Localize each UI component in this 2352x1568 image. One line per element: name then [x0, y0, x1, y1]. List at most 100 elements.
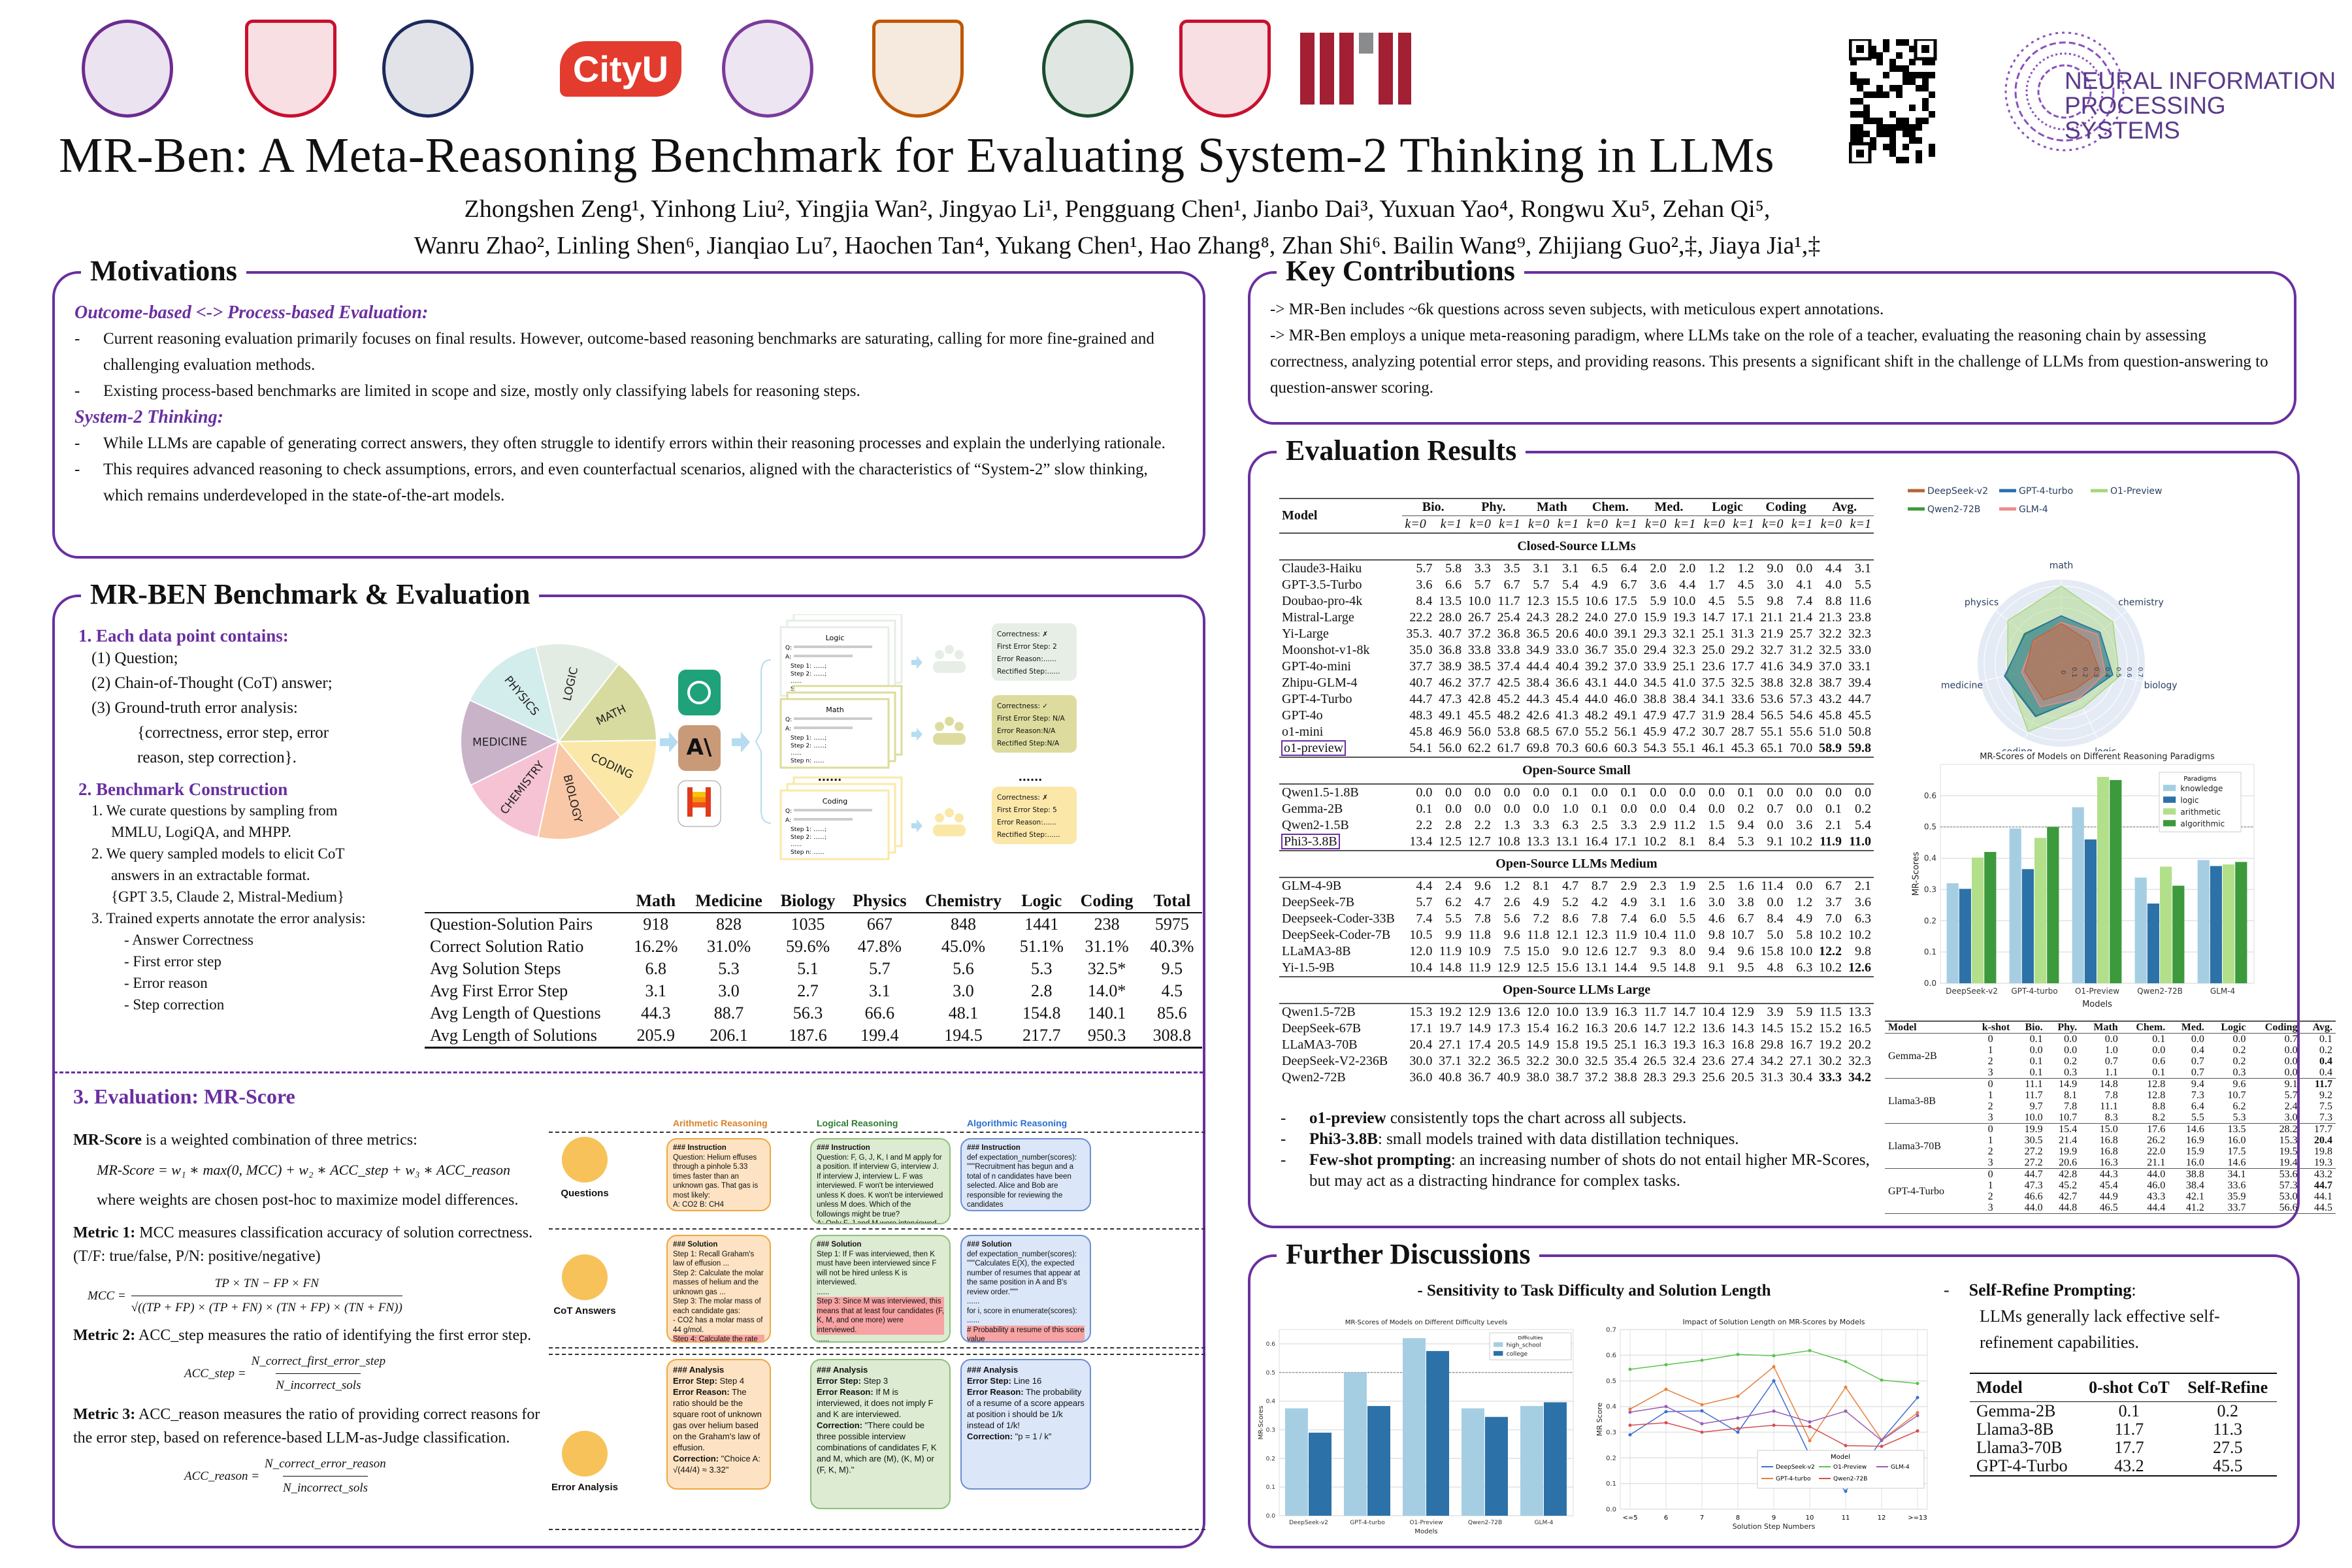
score-cell: 0.7	[1767, 802, 1784, 816]
score-cell: 30.7	[1701, 725, 1725, 739]
mistral-right	[706, 787, 711, 817]
qr-module	[1903, 157, 1909, 163]
result-line: Error Reason:N/A	[997, 727, 1056, 735]
ellipsis: ......	[1019, 771, 1042, 783]
score-cell: 40.7	[1439, 627, 1462, 641]
model-name-text: GPT-4o	[1282, 708, 1323, 723]
score-cell: 60.6	[1584, 741, 1608, 755]
kshot-row: 1 11.7 8.1 7.8 12.8 7.3 10.7 5.7 9.2	[1885, 1090, 2336, 1101]
k1-header: k=1	[1440, 517, 1462, 531]
row-icon-error-analysis	[562, 1431, 608, 1477]
score-cell: 19.2	[1819, 1037, 1842, 1052]
bar-high_school	[1344, 1372, 1367, 1516]
x-tick-label: DeepSeek-v2	[1946, 987, 1998, 996]
result-line: Correctness: ✗	[997, 630, 1048, 638]
qr-module	[1850, 111, 1857, 118]
stats-table-wrap: Math Medicine Biology Physics Chemistry Logic…	[425, 890, 1202, 1049]
kshot-header: Coding	[2264, 1022, 2298, 1033]
construction-item: MMLU, LogiQA, and MHPP.	[111, 824, 292, 840]
score-cell: 20.5	[1731, 1070, 1754, 1085]
model-name: GPT-4-Turbo	[1279, 691, 1402, 708]
score-cell: 36.8	[1439, 643, 1462, 657]
legend-label: GPT-4-turbo	[2019, 486, 2073, 497]
results-bullets: - o1-preview consistently tops the chart …	[1281, 1108, 1882, 1192]
qr-module	[1889, 137, 1896, 144]
score-cell: 44.0	[1614, 676, 1637, 690]
point-DeepSeek-v2	[1700, 1409, 1704, 1413]
bar-college	[1309, 1432, 1331, 1516]
kshot-cell: 45.2	[2059, 1180, 2078, 1191]
card-line	[794, 818, 853, 821]
score-cell: 5.2	[1562, 895, 1579, 909]
model-name: Qwen2-72B	[1279, 1070, 1402, 1086]
x-tick-label: 10	[1806, 1514, 1814, 1522]
score-cell: 10.5	[1409, 928, 1433, 942]
kshot-cell: 47.3	[2024, 1180, 2043, 1191]
score-cell: 12.2	[1673, 1021, 1696, 1036]
point-O1-Preview	[1628, 1367, 1632, 1371]
score-cell: 8.6	[1562, 911, 1579, 926]
group-row: Open-Source LLMs Large	[1279, 976, 1874, 1004]
qr-module	[1903, 118, 1909, 124]
score-cell: 37.2	[1467, 627, 1491, 641]
model-row: Phi3-3.8B 13.4 12.5 12.7 10.8 13.3 13.1 16.4 17.…	[1279, 834, 1874, 851]
chart-title: Impact of Solution Length on MR-Scores b…	[1682, 1318, 1865, 1326]
model-name: Yi-1.5-9B	[1279, 960, 1402, 977]
score-cell: 36.7	[1467, 1070, 1491, 1085]
point-Qwen2-72B	[1844, 1444, 1848, 1448]
annotator-person-icon	[945, 645, 954, 654]
score-cell: 17.1	[1614, 834, 1637, 849]
score-cell: 35.0	[1409, 643, 1433, 657]
card-step: Step 1: ......;	[791, 826, 826, 833]
score-cell: 70.3	[1556, 741, 1579, 755]
card-step: Step 2: ......;	[791, 743, 826, 749]
point-GLM-4	[1880, 1439, 1884, 1443]
score-cell: 10.2	[1643, 834, 1667, 849]
y-tick-label: 0.6	[1924, 791, 1936, 800]
card-line: Error Step: Line 16	[967, 1375, 1085, 1386]
legend-label: arithmetic	[2180, 808, 2221, 817]
score-cell: 38.8	[1614, 1070, 1637, 1085]
section-heading: 1. Each data point contains:	[78, 626, 289, 645]
stats-cell: 918	[643, 915, 669, 934]
score-cell: 17.1	[1731, 610, 1754, 625]
stats-header-cell: Coding	[1080, 891, 1134, 910]
kshot-cell: 6.4	[2191, 1101, 2204, 1112]
score-cell: 3.0	[1767, 578, 1784, 592]
motivation-heading-outcome: Outcome-based <-> Process-based Evaluati…	[74, 302, 429, 323]
score-cell: 2.1	[1825, 818, 1842, 832]
score-cell: 38.8	[1643, 692, 1667, 706]
kshot-cell: 53.0	[2279, 1191, 2298, 1202]
score-cell: 3.9	[1767, 1005, 1784, 1019]
card-line: ......	[967, 1316, 980, 1324]
score-cell: 14.8	[1439, 960, 1462, 975]
bullet-dash: -	[74, 461, 80, 478]
score-cell: 17.1	[1409, 1021, 1433, 1036]
kshot-cell: 11.1	[2100, 1101, 2118, 1112]
card-line: ### Instruction	[967, 1144, 1021, 1152]
score-cell: 29.8	[1760, 1037, 1784, 1052]
score-cell: 32.2	[1467, 1054, 1491, 1068]
qr-code	[1848, 37, 1937, 165]
score-cell: 15.8	[1556, 1037, 1579, 1052]
stats-cell: 217.7	[1022, 1026, 1061, 1045]
kshot-cell: 34.1	[2227, 1169, 2246, 1180]
qr-module	[1903, 72, 1909, 78]
score-cell: 5.5	[1855, 578, 1871, 592]
bar-high_school	[1285, 1408, 1308, 1516]
kshot-cell: 11.7	[2025, 1090, 2043, 1101]
score-cell: 14.3	[1731, 1021, 1754, 1036]
kshot-table: Model k-shot Bio. Phy. Math Chem. Med. Logic Cod…	[1885, 1021, 2336, 1214]
subject-header: Med.	[1639, 498, 1699, 516]
score-cell: 27.4	[1731, 1054, 1754, 1068]
kshot-cell: 41.2	[2185, 1202, 2204, 1213]
metric3-label: Metric 3:	[73, 1406, 136, 1423]
kshot-cell: 0.1	[2152, 1067, 2166, 1078]
score-cell: 12.6	[1584, 944, 1608, 958]
bar-logic	[2084, 839, 2097, 983]
result-line: First Error Step: N/A	[997, 715, 1066, 723]
model-name: Moonshot-v1-8k	[1279, 642, 1402, 659]
kshot-cell: 2	[1987, 1101, 1993, 1112]
score-cell: 48.3	[1409, 708, 1433, 723]
card-step: Step 1: ......;	[791, 735, 826, 742]
